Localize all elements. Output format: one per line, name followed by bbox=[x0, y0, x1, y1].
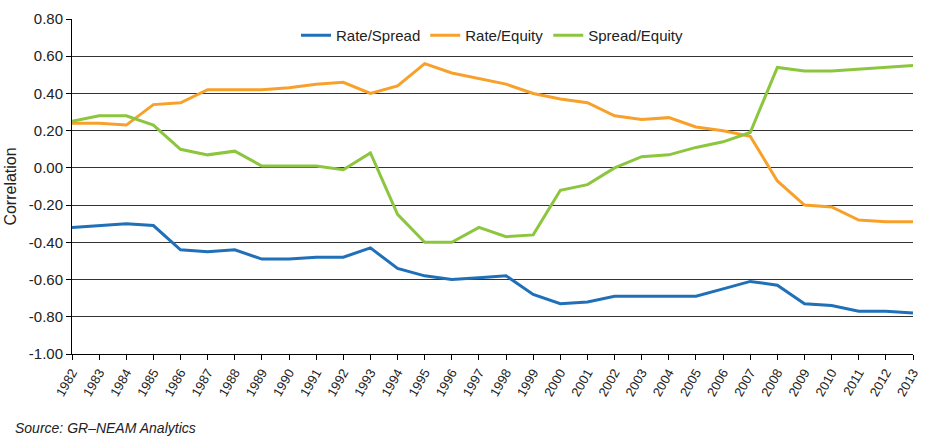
svg-text:-0.20: -0.20 bbox=[29, 196, 63, 213]
svg-text:1993: 1993 bbox=[351, 366, 378, 399]
svg-text:1991: 1991 bbox=[297, 366, 324, 399]
svg-text:2009: 2009 bbox=[785, 366, 812, 399]
svg-text:Rate/Spread: Rate/Spread bbox=[336, 27, 420, 44]
svg-text:1999: 1999 bbox=[514, 366, 541, 399]
svg-text:0.20: 0.20 bbox=[34, 122, 63, 139]
svg-text:-0.40: -0.40 bbox=[29, 234, 63, 251]
svg-text:Correlation: Correlation bbox=[2, 147, 19, 225]
svg-text:-0.80: -0.80 bbox=[29, 308, 63, 325]
svg-text:1992: 1992 bbox=[324, 366, 351, 399]
svg-text:2007: 2007 bbox=[731, 366, 758, 399]
svg-text:2010: 2010 bbox=[812, 366, 839, 399]
svg-text:1987: 1987 bbox=[188, 366, 215, 399]
svg-text:1984: 1984 bbox=[107, 366, 134, 399]
svg-text:2002: 2002 bbox=[595, 366, 622, 399]
svg-text:-1.00: -1.00 bbox=[29, 345, 63, 362]
svg-text:Rate/Equity: Rate/Equity bbox=[465, 27, 543, 44]
svg-text:2004: 2004 bbox=[650, 366, 677, 399]
svg-text:-0.60: -0.60 bbox=[29, 271, 63, 288]
svg-text:0.00: 0.00 bbox=[34, 159, 63, 176]
svg-text:1998: 1998 bbox=[487, 366, 514, 399]
svg-text:0.80: 0.80 bbox=[34, 10, 63, 27]
svg-text:1988: 1988 bbox=[216, 366, 243, 399]
svg-text:0.40: 0.40 bbox=[34, 85, 63, 102]
svg-text:1982: 1982 bbox=[53, 366, 80, 399]
svg-text:2012: 2012 bbox=[867, 366, 894, 399]
svg-text:2008: 2008 bbox=[758, 366, 785, 399]
svg-text:1996: 1996 bbox=[433, 366, 460, 399]
svg-text:2000: 2000 bbox=[541, 366, 568, 399]
svg-text:Spread/Equity: Spread/Equity bbox=[588, 27, 683, 44]
svg-text:1995: 1995 bbox=[405, 366, 432, 399]
svg-text:2013: 2013 bbox=[894, 366, 921, 399]
svg-text:2005: 2005 bbox=[677, 366, 704, 399]
svg-text:2011: 2011 bbox=[840, 366, 867, 398]
svg-text:1997: 1997 bbox=[460, 366, 487, 399]
svg-text:1989: 1989 bbox=[243, 366, 270, 399]
svg-text:Source: GR–NEAM Analytics: Source: GR–NEAM Analytics bbox=[15, 420, 196, 436]
svg-text:2006: 2006 bbox=[704, 366, 731, 399]
svg-text:1985: 1985 bbox=[134, 366, 161, 399]
svg-text:1986: 1986 bbox=[161, 366, 188, 399]
svg-text:1994: 1994 bbox=[378, 366, 405, 399]
svg-text:2003: 2003 bbox=[622, 366, 649, 399]
svg-text:1990: 1990 bbox=[270, 366, 297, 399]
svg-text:2001: 2001 bbox=[568, 366, 595, 399]
svg-text:1983: 1983 bbox=[80, 366, 107, 399]
svg-text:0.60: 0.60 bbox=[34, 47, 63, 64]
